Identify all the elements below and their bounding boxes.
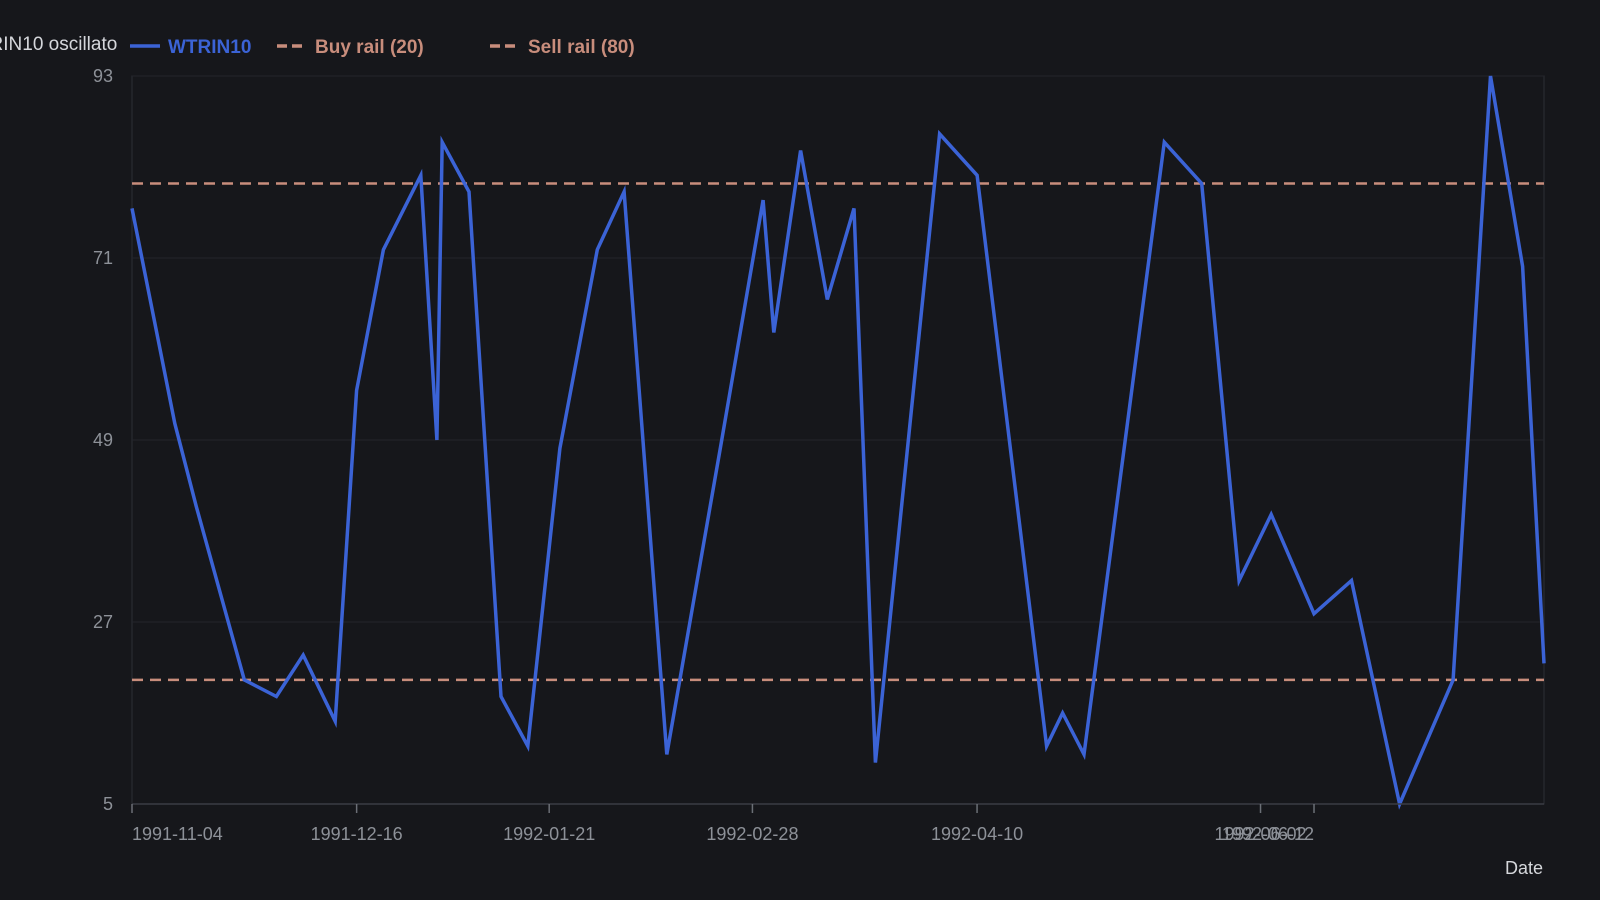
x-tick-label: 1991-11-04 — [132, 824, 223, 844]
x-axis-label: Date — [1505, 858, 1543, 878]
x-tick-label: 1992-06-02 — [1214, 824, 1306, 844]
chart-title: WTRIN10 oscillator — [0, 34, 124, 55]
x-tick-label: 1992-02-28 — [706, 824, 798, 844]
legend-item: Buy rail (20) — [277, 37, 424, 58]
legend-label: Sell rail (80) — [528, 37, 635, 58]
x-tick-label: 1992-06-12 — [1222, 824, 1314, 844]
rail-lines — [132, 182, 1544, 682]
legend-label: Buy rail (20) — [315, 37, 424, 58]
y-tick-label: 27 — [93, 612, 113, 632]
y-tick-label: 5 — [103, 794, 113, 814]
legend-label: WTRIN10 — [168, 37, 251, 58]
y-tick-label: 71 — [93, 248, 113, 268]
legend: WTRIN10 Buy rail (20) Sell rail (80) — [130, 37, 635, 58]
y-ticks: 5 27 49 71 93 — [93, 66, 113, 814]
series-line-wtrin10 — [130, 75, 1546, 810]
x-tick-label: 1992-04-10 — [931, 824, 1023, 844]
y-tick-label: 93 — [93, 66, 113, 86]
x-ticks: 1991-11-04 1991-12-16 1992-01-21 1992-02-28… — [131, 804, 1315, 844]
x-tick-label: 1992-01-21 — [503, 824, 595, 844]
x-tick-label: 1991-12-16 — [311, 824, 403, 844]
legend-item: WTRIN10 — [130, 37, 251, 58]
y-tick-label: 49 — [93, 430, 113, 450]
legend-item: Sell rail (80) — [490, 37, 635, 58]
series-lines — [130, 75, 1546, 810]
